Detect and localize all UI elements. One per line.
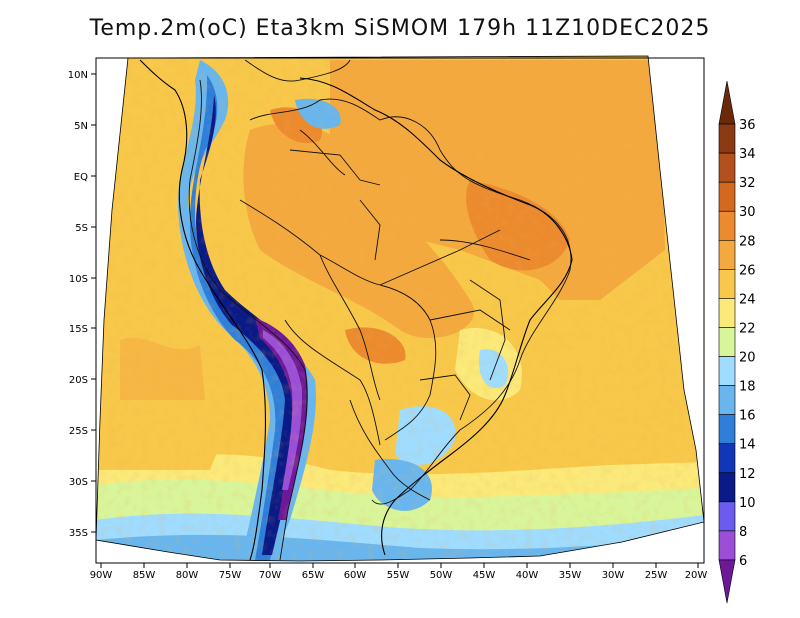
lat-tick-label: 10N <box>68 70 88 81</box>
lon-tick-label: 20W <box>685 570 708 581</box>
colorbar-segment <box>718 123 736 154</box>
domain-outline <box>95 55 705 562</box>
colorbar-segment <box>718 152 736 183</box>
lat-tick-label: 10S <box>69 274 88 285</box>
colorbar-segment <box>718 385 736 415</box>
lon-tick-label: 40W <box>516 570 539 581</box>
plot-frame <box>95 57 705 564</box>
lon-axis: 90W 85W 80W 75W 70W 65W 60W 55W 50W 45W … <box>90 563 708 581</box>
colorbar-label: 20 <box>739 351 756 366</box>
colorbar-segment <box>718 298 736 328</box>
colorbar-label: 6 <box>739 554 747 569</box>
lat-tick-label: 30S <box>69 477 88 488</box>
colorbar-segment <box>718 443 736 474</box>
lon-tick-label: 50W <box>430 570 453 581</box>
colorbar-segment <box>718 269 736 299</box>
colorbar-label: 28 <box>739 234 756 249</box>
colorbar-label: 8 <box>739 525 747 540</box>
lat-tick-label: 5N <box>74 121 88 132</box>
colorbar-label: 34 <box>739 147 756 162</box>
colorbar-label: 14 <box>739 438 756 453</box>
lon-tick-label: 80W <box>176 570 199 581</box>
colorbar-segment <box>718 240 736 270</box>
lat-tick-label: 20S <box>69 375 88 386</box>
colorbar: 36 34 32 30 28 26 24 22 20 18 16 14 12 10 8 6 <box>718 80 756 604</box>
colorbar-segment <box>718 181 736 212</box>
colorbar-label: 16 <box>739 409 756 424</box>
colorbar-label: 36 <box>739 118 756 133</box>
colorbar-segment <box>718 472 736 503</box>
lon-tick-label: 90W <box>90 570 113 581</box>
lon-tick-label: 60W <box>344 570 367 581</box>
colorbar-segment <box>718 80 736 125</box>
colorbar-segment <box>718 210 736 241</box>
lat-axis: 10N 5N EQ 5S 10S 15S 20S 25S 30S 35S <box>68 70 96 539</box>
lat-tick-label: 15S <box>69 324 88 335</box>
colorbar-label: 10 <box>739 496 756 511</box>
colorbar-label: 26 <box>739 263 756 278</box>
lon-tick-label: 75W <box>219 570 242 581</box>
colorbar-label: 30 <box>739 205 756 220</box>
colorbar-label: 18 <box>739 380 756 395</box>
coastline <box>139 59 573 561</box>
lat-tick-label: EQ <box>74 172 88 183</box>
lon-tick-label: 45W <box>473 570 496 581</box>
lat-tick-label: 25S <box>69 426 88 437</box>
lon-tick-label: 85W <box>133 570 156 581</box>
lon-tick-label: 70W <box>259 570 282 581</box>
colorbar-label: 24 <box>739 292 756 307</box>
lon-tick-label: 55W <box>387 570 410 581</box>
colorbar-segment <box>718 356 736 386</box>
colorbar-label: 32 <box>739 176 756 191</box>
colorbar-label: 22 <box>739 321 756 336</box>
colorbar-segment <box>718 559 736 604</box>
colorbar-segment <box>718 414 736 445</box>
colorbar-segment <box>718 327 736 357</box>
lon-tick-label: 65W <box>302 570 325 581</box>
temperature-field <box>96 56 704 561</box>
lat-tick-label: 35S <box>69 528 88 539</box>
map-title: Temp.2m(oC) Eta3km SiSMOM 179h 11Z10DEC2… <box>89 16 711 41</box>
lat-tick-label: 5S <box>75 223 88 234</box>
colorbar-segment <box>718 501 736 532</box>
colorbar-segment <box>718 530 736 561</box>
lon-tick-label: 35W <box>559 570 582 581</box>
colorbar-label: 12 <box>739 467 756 482</box>
lon-tick-label: 25W <box>645 570 668 581</box>
country-borders <box>188 59 572 561</box>
lon-tick-label: 30W <box>602 570 625 581</box>
